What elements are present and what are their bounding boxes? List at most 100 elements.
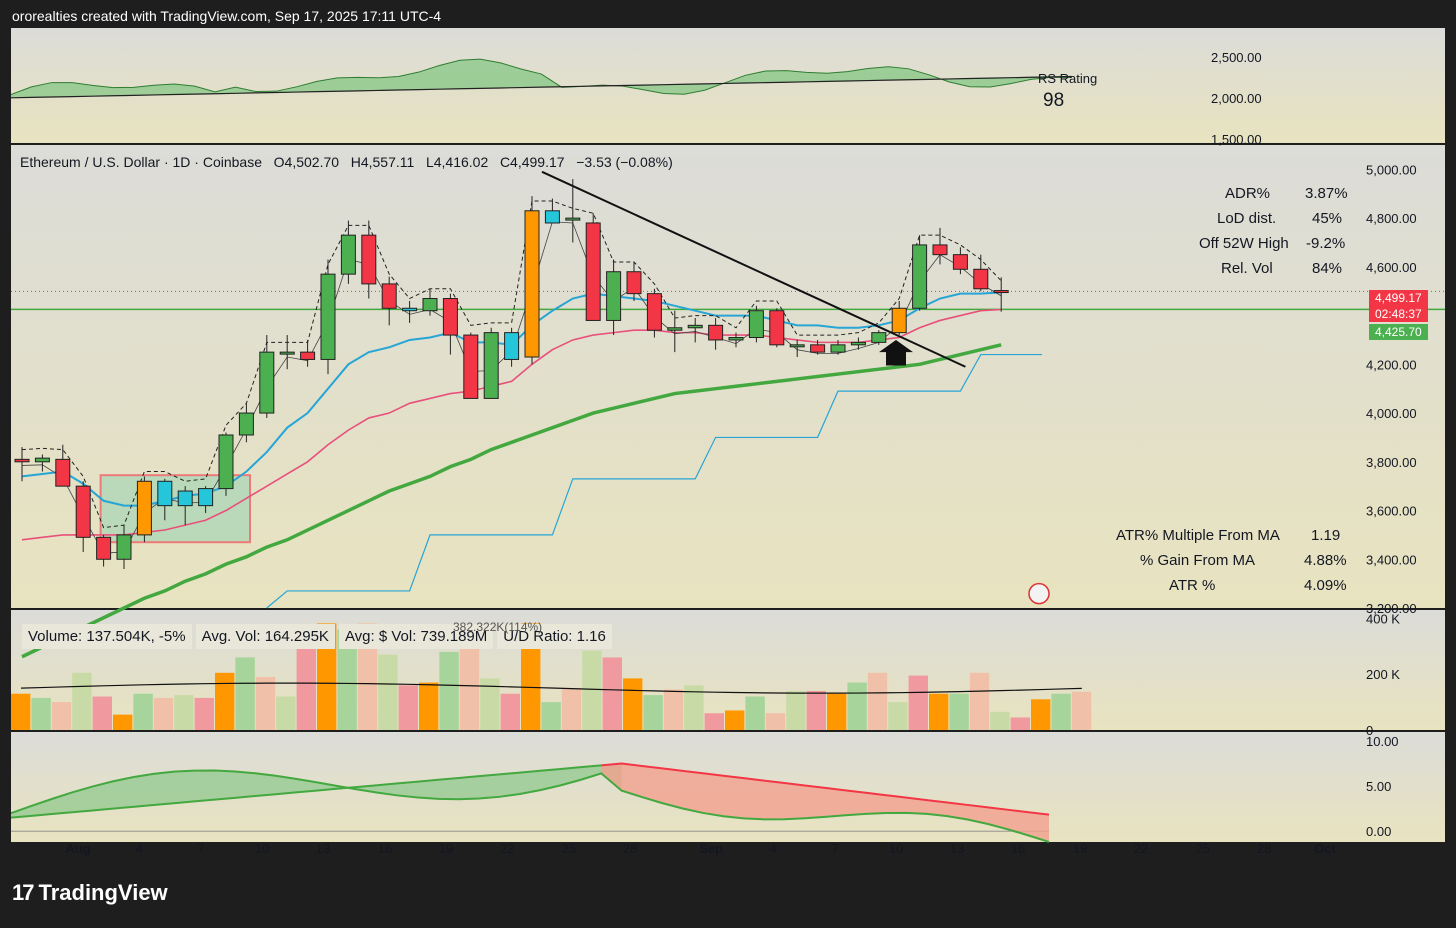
- candle-body: [646, 293, 662, 331]
- volume-bar: [561, 688, 582, 730]
- volume-bar: [949, 693, 969, 730]
- candle-body: [708, 324, 724, 341]
- candle-body: [320, 273, 336, 360]
- volume-bar: [276, 696, 296, 730]
- avg-volume: Avg. Vol: 164.295K: [195, 624, 335, 649]
- candle-body: [116, 534, 132, 560]
- price-tick-label-0: 5,000.00: [1366, 162, 1417, 177]
- symbol-title: Ethereum / U.S. Dollar · 1D · Coinbase: [20, 154, 262, 170]
- volume-bar: [521, 623, 541, 730]
- volume-bar: [317, 623, 337, 730]
- volume-bar: [684, 685, 704, 730]
- ud-ratio: U/D Ratio: 1.16: [497, 624, 612, 649]
- x-tick-label-7: 22: [500, 841, 514, 856]
- volume-bar: [11, 693, 31, 730]
- ohlc-high: H4,557.11: [350, 154, 415, 170]
- candle-body: [830, 344, 846, 353]
- x-tick-label-4: 13: [316, 841, 330, 856]
- x-tick-label-6: 19: [439, 841, 453, 856]
- candle-body: [442, 298, 458, 336]
- x-tick-label-11: 4: [769, 841, 776, 856]
- candle-body: [993, 290, 1009, 294]
- volume-bar: [480, 678, 500, 730]
- candle-body: [728, 337, 744, 341]
- stat-label-gain-ma: % Gain From MA: [1140, 552, 1256, 569]
- volume-bar: [153, 697, 174, 730]
- price-tick-label-2: 4,600.00: [1366, 260, 1417, 275]
- volume-bar: [296, 644, 316, 730]
- x-tick-label-20: Oct: [1314, 841, 1336, 856]
- x-tick-label-2: 7: [197, 841, 204, 856]
- price-tick-label-6: 3,800.00: [1366, 455, 1417, 470]
- dashed-upper-line: [21, 200, 1002, 529]
- volume-bar: [602, 657, 622, 730]
- volume-bar: [867, 672, 888, 730]
- candle-body: [748, 310, 764, 339]
- price-tick-label-4: 4,200.00: [1366, 357, 1417, 372]
- symbol-legend[interactable]: Ethereum / U.S. Dollar · 1D · Coinbase O…: [20, 154, 673, 170]
- candle-body: [667, 327, 683, 331]
- stat-value-gain-ma: 4.88%: [1304, 552, 1347, 569]
- rs-line: [11, 58, 1072, 96]
- volume-bar: [847, 682, 867, 730]
- ohlc-low: L4,416.02: [425, 154, 489, 170]
- osc-tick-label-2: 0.00: [1366, 824, 1391, 839]
- avg-dollar-volume: Avg: $ Vol: 739.189M: [338, 624, 494, 649]
- volume-bar: [704, 713, 724, 730]
- candle-body: [157, 480, 173, 507]
- rs-tick-label-1: 2,000.00: [1211, 91, 1262, 106]
- price-tick-label-1: 4,800.00: [1366, 211, 1417, 226]
- candle-body: [850, 341, 866, 346]
- volume-bar: [969, 672, 990, 730]
- x-tick-label-9: 28: [623, 841, 637, 856]
- candle-body: [483, 332, 499, 399]
- x-tick-label-16: 19: [1073, 841, 1087, 856]
- x-tick-label-13: 10: [889, 841, 903, 856]
- candle-body: [810, 344, 826, 353]
- volume-bar: [133, 693, 153, 730]
- candle-body: [912, 244, 928, 309]
- volume-tick-label-2: 0: [1366, 723, 1373, 738]
- volume-bar: [419, 682, 439, 730]
- volume-bar: [235, 657, 255, 730]
- ohlc-open: O4,502.70: [273, 154, 340, 170]
- x-tick-label-17: 22: [1134, 841, 1148, 856]
- volume-bar: [1010, 717, 1030, 730]
- tradingview-brand[interactable]: 17 TradingView: [12, 880, 168, 906]
- volume-bar: [908, 675, 928, 730]
- volume-bar: [72, 672, 92, 730]
- x-tick-label-5: 16: [378, 841, 392, 856]
- support-step-line: [266, 353, 1042, 609]
- volume-bar: [990, 711, 1010, 730]
- volume-bar: [194, 697, 214, 730]
- volume-bar: [378, 654, 398, 730]
- volume-legend[interactable]: Volume: 137.504K, -5% Avg. Vol: 164.295K…: [22, 624, 612, 649]
- countdown-tag: 02:48:37: [1369, 306, 1428, 322]
- volume-tick-label-1: 200 K: [1366, 667, 1400, 682]
- rs-tick-label-0: 2,500.00: [1211, 50, 1262, 65]
- stats-top-table: ADR% 3.87% LoD dist. 45% Off 52W High -9…: [1171, 185, 1361, 295]
- chart-canvas[interactable]: 2,500.00 2,000.00 1,500.00 5,000.00 4,800.00…: [11, 28, 1445, 862]
- chart-area[interactable]: 2,500.00 2,000.00 1,500.00 5,000.00 4,800.00…: [11, 28, 1445, 862]
- candle-body: [463, 334, 479, 399]
- candle-body: [871, 332, 887, 343]
- candle-body: [96, 536, 112, 560]
- volume-bar: [745, 696, 765, 730]
- candle-body: [218, 434, 234, 490]
- volume-bar: [1031, 699, 1051, 730]
- osc-fast-line: [11, 769, 1050, 843]
- stat-value-rel-vol: 84%: [1312, 260, 1343, 277]
- rs-baseline: [11, 75, 1072, 99]
- panel-bg-0: [11, 28, 1445, 143]
- price-tick-label-8: 3,400.00: [1366, 552, 1417, 567]
- candle-body: [769, 310, 785, 346]
- ohlc-change: −3.53 (−0.08%): [576, 154, 673, 170]
- rs-rating-value: 98: [1043, 90, 1065, 111]
- stat-value-lod: 45%: [1312, 210, 1343, 227]
- x-tick-label-0: Aug: [65, 841, 90, 856]
- sma-long-line: [21, 343, 1002, 659]
- stat-value-atr-multiple: 1.19: [1311, 527, 1341, 544]
- tradingview-logo-icon: 17: [12, 880, 35, 905]
- candle-body: [687, 324, 703, 329]
- volume-bar: [113, 714, 133, 730]
